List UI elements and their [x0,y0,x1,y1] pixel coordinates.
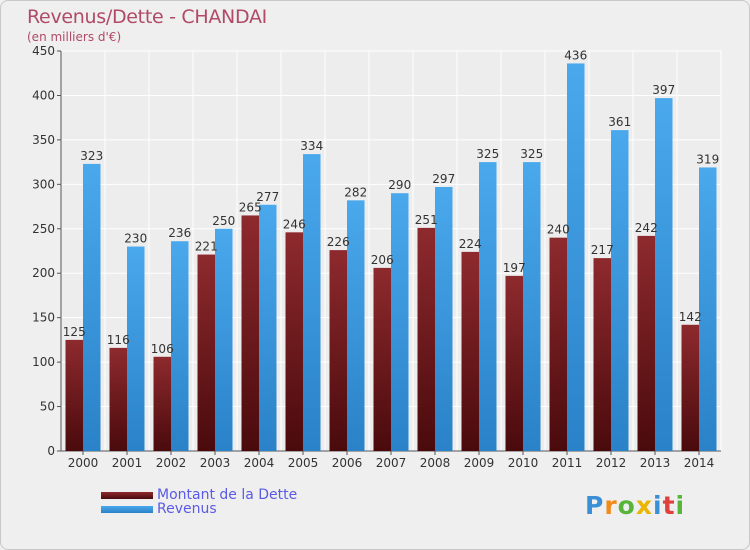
data-label-debt: 242 [635,221,658,235]
x-tick-label: 2000 [68,456,99,470]
bar-debt [241,215,259,451]
data-label-debt: 224 [459,237,482,251]
x-tick-label: 2011 [552,456,583,470]
bar-debt [637,235,655,451]
data-label-revenue: 436 [564,48,587,62]
bar-revenue [699,167,717,451]
bar-debt [417,227,435,451]
data-label-debt: 197 [503,261,526,275]
bar-debt [373,267,391,451]
bar-revenue [611,130,629,451]
data-label-revenue: 236 [168,226,191,240]
data-label-debt: 116 [107,333,130,347]
data-label-debt: 142 [679,310,702,324]
data-label-revenue: 250 [212,214,235,228]
data-label-debt: 246 [283,217,306,231]
bar-revenue [127,246,145,451]
bar-debt [549,237,567,451]
y-tick-label: 450 [32,44,55,58]
legend-swatch-dette [101,491,153,499]
x-tick-label: 2009 [464,456,495,470]
bar-revenue [171,241,189,451]
data-label-debt: 106 [151,342,174,356]
proxiti-logo[interactable]: Proxiti [585,491,686,520]
bar-debt [329,250,347,451]
bar-revenue [479,162,497,451]
x-tick-label: 2010 [508,456,539,470]
data-label-debt: 240 [547,223,570,237]
data-label-revenue: 323 [80,149,103,163]
y-tick-label: 350 [32,133,55,147]
y-tick-label: 0 [47,444,55,458]
y-tick-label: 400 [32,88,55,102]
data-label-debt: 221 [195,240,218,254]
data-label-revenue: 282 [344,185,367,199]
bar-revenue [567,63,585,451]
data-label-revenue: 361 [608,115,631,129]
bar-debt [593,258,611,451]
data-label-debt: 251 [415,213,438,227]
data-label-revenue: 397 [652,83,675,97]
data-label-revenue: 297 [432,172,455,186]
data-label-revenue: 325 [476,147,499,161]
x-tick-label: 2002 [156,456,187,470]
legend-label-revenus: Revenus [157,501,217,517]
legend-swatch-revenus [101,505,153,513]
legend-label-dette: Montant de la Dette [157,487,298,503]
data-label-debt: 217 [591,243,614,257]
data-label-debt: 206 [371,253,394,267]
bar-revenue [347,200,365,451]
x-tick-label: 2004 [244,456,275,470]
x-tick-label: 2007 [376,456,407,470]
x-tick-label: 2005 [288,456,319,470]
data-label-debt: 226 [327,235,350,249]
x-tick-label: 2013 [640,456,671,470]
axes: 0 50 100 150 200 250 300 350 400 450 2000 2001 2002 2… [32,44,721,470]
y-tick-label: 200 [32,266,55,280]
y-tick-label: 250 [32,222,55,236]
x-tick-label: 2008 [420,456,451,470]
bar-debt [109,347,127,451]
bar-debt [285,232,303,451]
chart-title: Revenus/Dette - CHANDAI [27,6,267,28]
data-label-revenue: 325 [520,147,543,161]
x-tick-label: 2014 [684,456,715,470]
chart-subtitle: (en milliers d'€) [27,30,122,44]
x-tick-label: 2003 [200,456,231,470]
x-tick-label: 2006 [332,456,363,470]
data-label-revenue: 230 [124,232,147,246]
bar-debt [461,251,479,451]
bar-revenue [391,193,409,451]
y-tick-label: 50 [40,400,55,414]
bars [65,63,717,451]
bar-revenue [523,162,541,451]
legend-item-revenus: Revenus [101,501,401,517]
y-tick-label: 150 [32,311,55,325]
data-label-revenue: 277 [256,190,279,204]
bar-debt [505,275,523,451]
bar-revenue [435,187,453,451]
data-label-debt: 265 [239,200,262,214]
bar-revenue [215,228,233,451]
bar-debt [65,339,83,451]
bar-revenue [655,98,673,451]
bar-revenue [259,204,277,451]
bar-debt [153,356,171,451]
data-label-debt: 125 [63,325,86,339]
bar-debt [197,254,215,451]
bar-revenue [83,163,101,451]
data-label-revenue: 290 [388,178,411,192]
x-tick-label: 2001 [112,456,143,470]
legend-item-dette: Montant de la Dette [101,487,401,503]
bar-revenue [303,154,321,451]
y-tick-label: 300 [32,177,55,191]
data-label-revenue: 334 [300,139,323,153]
y-tick-label: 100 [32,355,55,369]
bar-debt [681,324,699,451]
data-label-revenue: 319 [696,152,719,166]
x-tick-label: 2012 [596,456,627,470]
